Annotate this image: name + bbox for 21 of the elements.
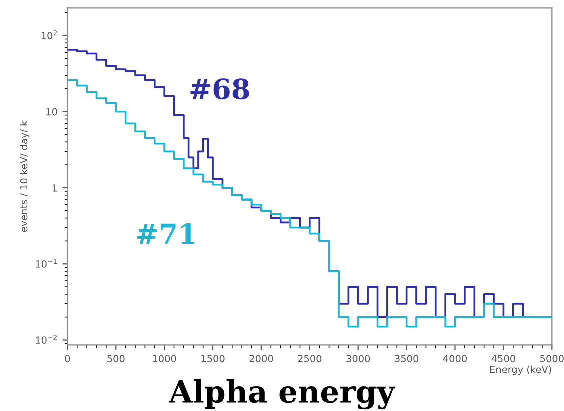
y-tick-label: 10$^{−1}$ bbox=[36, 259, 57, 268]
y-tick-label: 10$^{2}$ bbox=[42, 30, 57, 40]
x-tick-label: 1000 bbox=[153, 355, 176, 362]
series-label: #71 bbox=[137, 224, 195, 244]
x-tick-label: 500 bbox=[108, 355, 125, 362]
x-axis-title: Energy (keV) bbox=[490, 366, 552, 376]
x-tick-label: 4500 bbox=[492, 355, 516, 362]
text: Alpha energy bbox=[168, 380, 396, 410]
x-tick-label: 3500 bbox=[395, 355, 419, 362]
series-label: #68 bbox=[190, 78, 250, 100]
x-tick-label: 2500 bbox=[298, 355, 322, 362]
x-tick-label: 3000 bbox=[346, 355, 370, 362]
x-tick-label: 4000 bbox=[443, 355, 467, 362]
y-axis-title: events / 10 keV/ day/ k bbox=[20, 120, 30, 232]
x-tick-label: 0 bbox=[65, 355, 70, 362]
y-tick-label: 1 bbox=[52, 184, 58, 192]
x-tick-label: 5000 bbox=[540, 355, 564, 362]
y-tick-label: 10 bbox=[46, 108, 58, 116]
x-tick-label: 1500 bbox=[202, 355, 225, 362]
y-tick-label: 10$^{−2}$ bbox=[36, 335, 57, 344]
x-tick-label: 2000 bbox=[250, 355, 274, 362]
